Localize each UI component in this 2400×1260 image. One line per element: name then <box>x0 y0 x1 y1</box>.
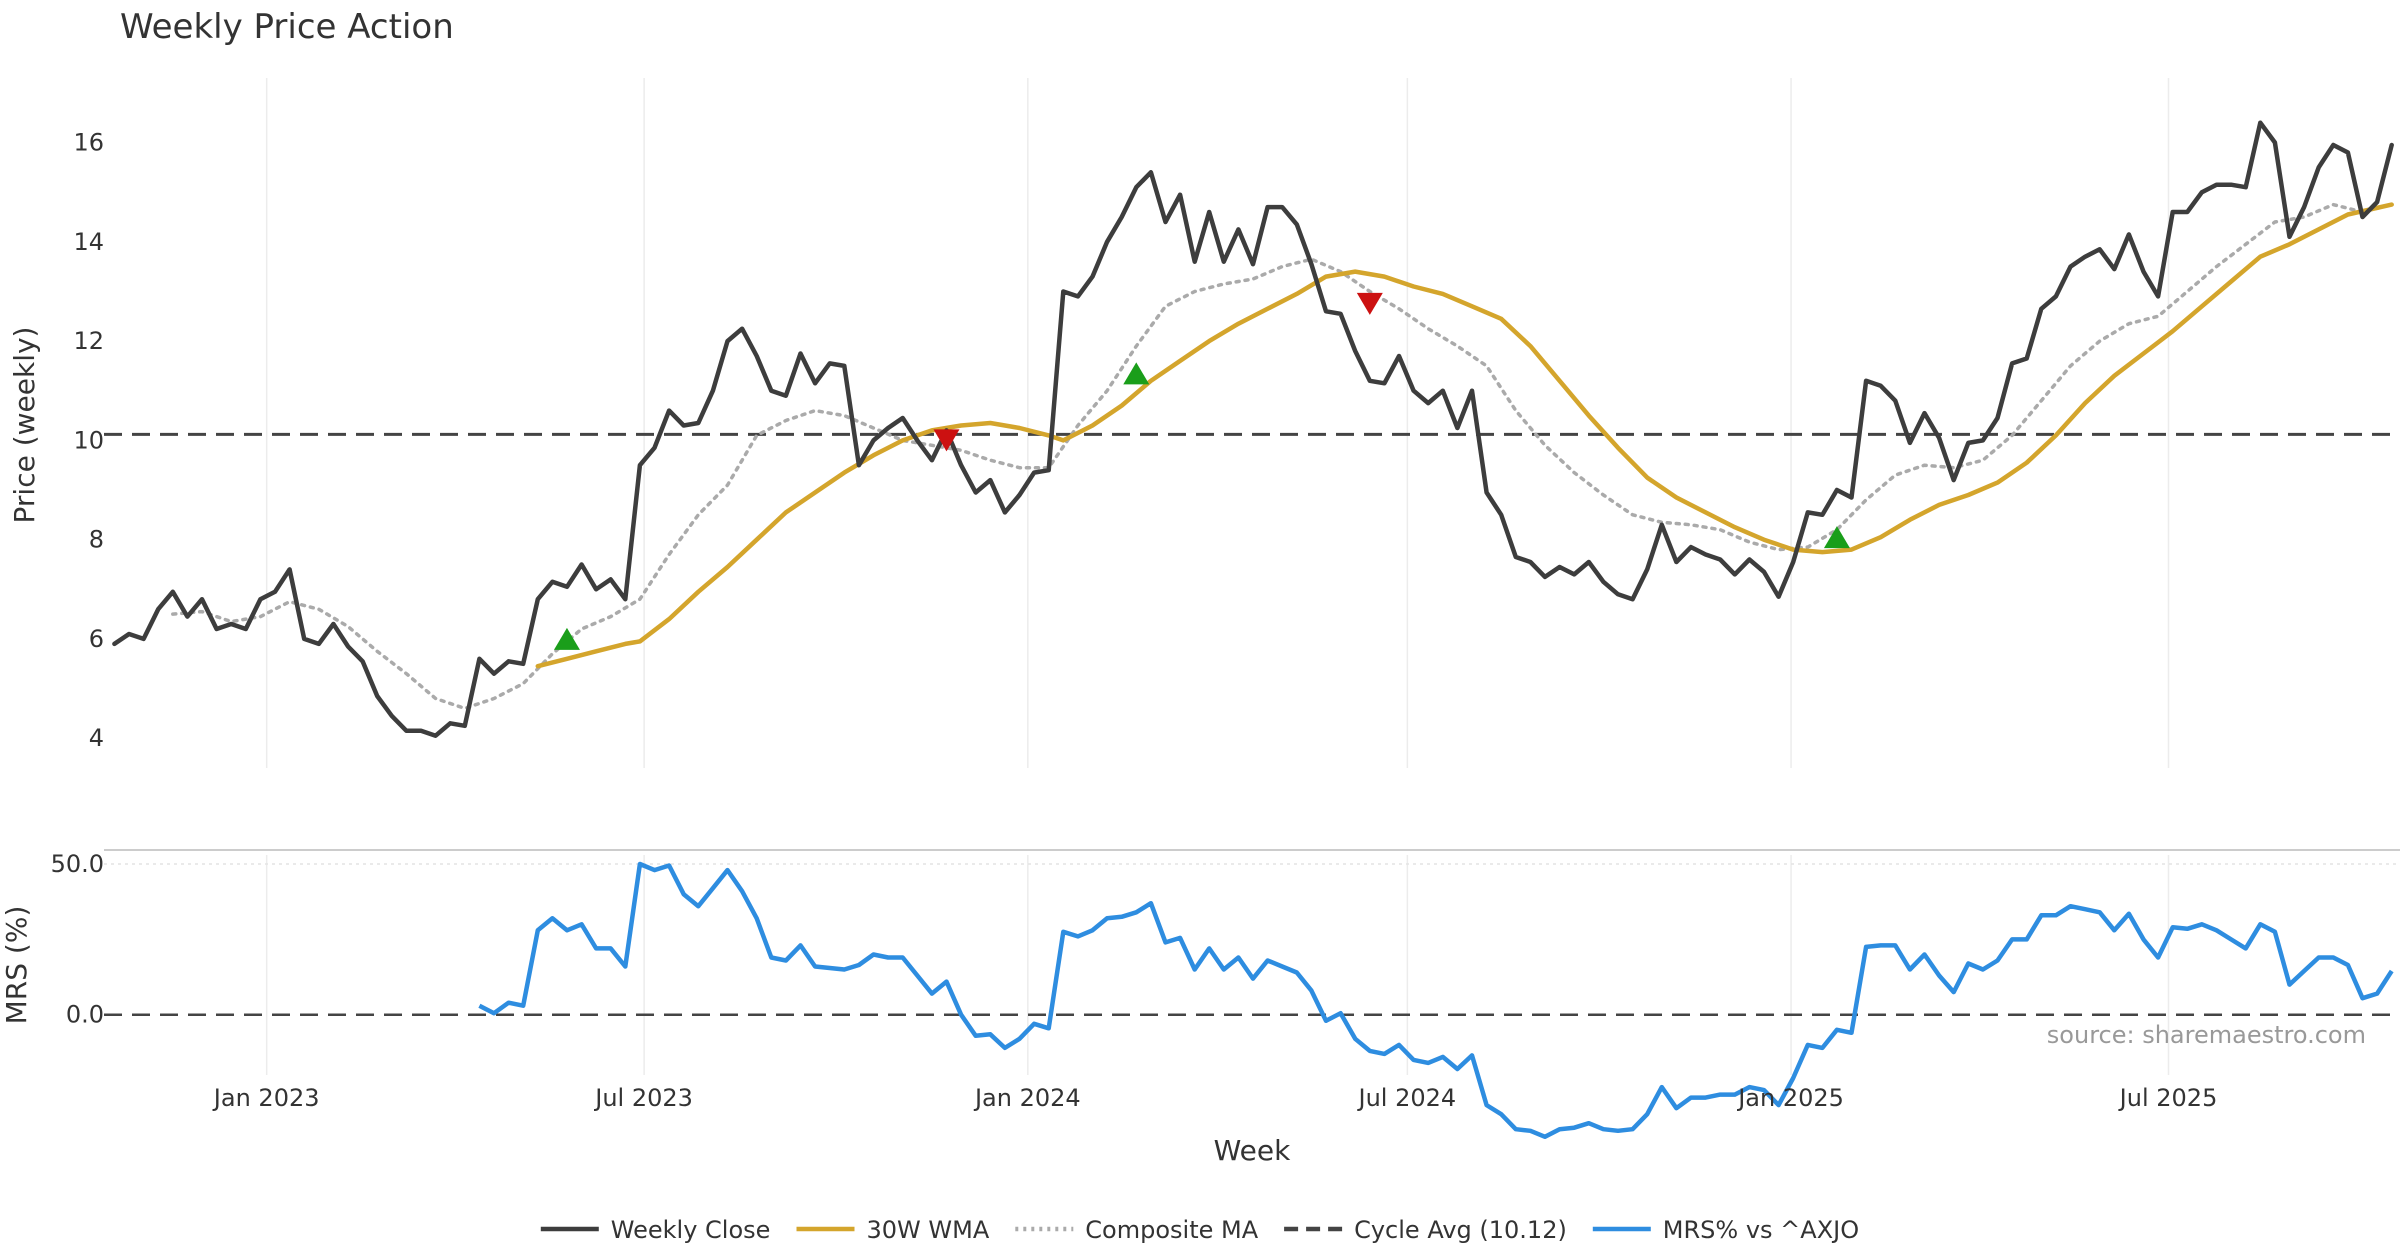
x-tick-label: Jan 2024 <box>973 1084 1081 1112</box>
legend-label: Cycle Avg (10.12) <box>1354 1216 1567 1244</box>
mrs-y-axis-label: MRS (%) <box>0 906 33 1025</box>
mrs-ytick-label: 50.0 <box>51 850 104 878</box>
x-tick-label: Jul 2025 <box>2118 1084 2218 1112</box>
price-ytick-label: 14 <box>73 228 104 256</box>
price-y-axis-label: Price (weekly) <box>8 327 41 524</box>
legend-item: MRS% vs ^AXJO <box>1592 1216 1859 1244</box>
legend-item: Composite MA <box>1015 1216 1259 1244</box>
x-tick-label: Jan 2023 <box>212 1084 320 1112</box>
source-annotation: source: sharemaestro.com <box>2047 1021 2366 1049</box>
x-tick-label: Jan 2025 <box>1736 1084 1844 1112</box>
composite-ma-line <box>171 202 2394 711</box>
price-ytick-label: 12 <box>73 327 104 355</box>
sell-marker <box>1356 292 1383 315</box>
x-tick-label: Jul 2023 <box>593 1084 693 1112</box>
buy-marker <box>553 627 580 650</box>
price-series-group <box>112 120 2394 738</box>
legend-item: Cycle Avg (10.12) <box>1284 1216 1567 1244</box>
legend-label: Composite MA <box>1085 1216 1258 1244</box>
price-grid <box>265 78 2170 768</box>
chart-title: Weekly Price Action <box>120 7 454 47</box>
mrs-y-axis: 50.0 0.0 <box>51 850 104 1029</box>
mrs-grid <box>104 855 2400 1075</box>
mrs-series-group <box>478 861 2394 1140</box>
x-axis-ticks: Jan 2023 Jul 2023 Jan 2024 Jul 2024 Jan 2025… <box>212 1084 2218 1112</box>
legend-label: Weekly Close <box>611 1216 771 1244</box>
buy-marker <box>1123 362 1150 385</box>
signal-markers <box>553 292 1850 650</box>
30w-wma-line <box>535 202 2394 669</box>
price-ytick-label: 6 <box>89 625 104 653</box>
weekly-close-line <box>112 120 2394 738</box>
x-axis-label: Week <box>1214 1134 1291 1167</box>
sell-marker <box>933 429 960 452</box>
price-y-axis: 4 6 8 10 12 14 16 <box>73 129 104 753</box>
legend: Weekly Close 30W WMA Composite MA Cycle Avg… <box>540 1216 1859 1244</box>
mrs-line <box>478 861 2394 1140</box>
buy-marker <box>1823 526 1850 549</box>
price-ytick-label: 10 <box>73 426 104 454</box>
price-ytick-label: 4 <box>89 724 104 752</box>
price-ytick-label: 8 <box>89 526 104 554</box>
x-tick-label: Jul 2024 <box>1357 1084 1457 1112</box>
mrs-ytick-label: 0.0 <box>66 1001 104 1029</box>
legend-item: Weekly Close <box>540 1216 771 1244</box>
legend-item: 30W WMA <box>796 1216 990 1244</box>
legend-label: MRS% vs ^AXJO <box>1663 1216 1859 1244</box>
legend-label: 30W WMA <box>867 1216 990 1244</box>
price-ytick-label: 16 <box>73 129 104 157</box>
